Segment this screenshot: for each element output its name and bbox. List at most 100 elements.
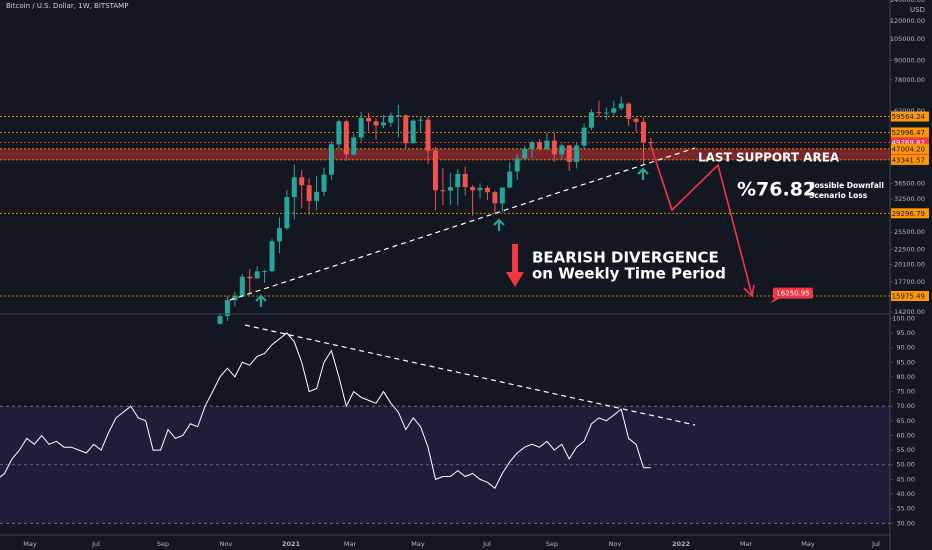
support-label: LAST SUPPORT AREA xyxy=(698,151,840,165)
candle-body xyxy=(477,187,483,191)
candle-body xyxy=(529,142,535,149)
candle-body xyxy=(328,144,334,175)
x-tick-label: Sep xyxy=(157,540,169,548)
rsi-tick-label: 30.00 xyxy=(896,519,915,527)
y-tick-label: 32500.00 xyxy=(894,195,925,203)
price-level-label: 43341.57 xyxy=(892,156,925,164)
rsi-tick-label: 80.00 xyxy=(896,373,915,381)
loss-text: Possible Downfall xyxy=(809,181,884,190)
price-levels xyxy=(0,116,890,297)
candle-body xyxy=(418,119,424,121)
candle-body xyxy=(626,103,632,119)
candle-body xyxy=(648,142,654,144)
y-tick-label: 120000.00 xyxy=(890,17,925,25)
candle-body xyxy=(447,187,453,191)
candle-body xyxy=(284,197,290,229)
rsi-tick-label: 100.00 xyxy=(892,314,915,322)
candle-body xyxy=(611,108,617,113)
candle-body xyxy=(484,187,490,193)
candle-body xyxy=(522,148,528,159)
candle-body xyxy=(432,150,438,191)
candle-body xyxy=(499,187,505,204)
candles xyxy=(217,96,654,325)
candle-body xyxy=(336,121,342,145)
price-level-label: 29296.79 xyxy=(892,210,925,218)
loss-text: Scenario Loss xyxy=(809,191,868,200)
candle-body xyxy=(455,173,461,188)
candle-body xyxy=(343,121,349,155)
candle-body xyxy=(596,112,602,114)
price-level-tag xyxy=(891,111,929,122)
rsi-tick-label: 75.00 xyxy=(896,388,915,396)
candle-body xyxy=(566,145,572,162)
loss-pct: %76.82 xyxy=(737,179,816,201)
price-level-label: 47004.20 xyxy=(892,145,925,153)
y-tick-label: 140000.00 xyxy=(890,0,925,4)
rsi-tick-label: 50.00 xyxy=(896,461,915,469)
candle-body xyxy=(276,228,282,242)
price-level-tag xyxy=(891,290,929,301)
candle-body xyxy=(254,271,260,279)
rsi-line-group xyxy=(0,332,651,489)
candle-body xyxy=(358,117,364,138)
x-tick-label: May xyxy=(411,540,425,548)
price-level-tag xyxy=(891,154,929,165)
candle-body xyxy=(351,137,357,155)
candle-body xyxy=(299,177,305,186)
rsi-tick-label: 60.00 xyxy=(896,431,915,439)
axes: 59564.2452996.4749269.8234:12h47004.2043… xyxy=(23,0,929,548)
candle-body xyxy=(507,171,513,188)
candle-body xyxy=(633,118,639,122)
rsi-tick-label: 70.00 xyxy=(896,402,915,410)
trend-line xyxy=(229,147,696,301)
price-level-label: 52996.47 xyxy=(892,129,925,137)
candle-body xyxy=(641,121,647,143)
candle-body xyxy=(581,127,587,146)
x-tick-label: Jul xyxy=(482,540,491,548)
candle-body xyxy=(603,112,609,114)
candle-body xyxy=(232,296,238,301)
projection-path xyxy=(649,142,753,296)
x-tick-label: May xyxy=(801,540,815,548)
x-tick-label: Nov xyxy=(220,540,233,548)
price-level-tag xyxy=(891,208,929,219)
candle-body xyxy=(247,276,253,279)
y-tick-label: 17700.00 xyxy=(894,278,925,286)
price-level-tag xyxy=(891,143,929,154)
y-tick-label: 25500.00 xyxy=(894,228,925,236)
candle-body xyxy=(380,122,386,126)
y-tick-label: 20100.00 xyxy=(894,261,925,269)
candle-body xyxy=(470,187,476,191)
candle-body xyxy=(559,145,565,155)
rsi-tick-label: 90.00 xyxy=(896,344,915,352)
candle-body xyxy=(551,140,557,155)
price-level-label: 49269.82 xyxy=(892,139,925,147)
x-tick-label: May xyxy=(23,540,37,548)
y-tick-label: 78000.00 xyxy=(894,76,925,84)
x-tick-label: Jul xyxy=(91,540,100,548)
x-tick-label: Nov xyxy=(609,540,622,548)
rsi-tick-label: 65.00 xyxy=(896,417,915,425)
candle-body xyxy=(589,112,594,128)
candle-body xyxy=(410,120,416,144)
candle-body xyxy=(373,121,379,126)
rsi-tick-label: 40.00 xyxy=(896,490,915,498)
chart-title: Bitcoin / U.S. Dollar, 1W, BITSTAMP xyxy=(6,2,128,10)
x-tick-label: Mar xyxy=(740,540,753,548)
rsi-tick-label: 85.00 xyxy=(896,358,915,366)
y-tick-label: 14200.00 xyxy=(894,308,925,316)
x-tick-label: Jul xyxy=(871,540,880,548)
x-tick-label: 2022 xyxy=(672,540,690,548)
candle-body xyxy=(306,185,312,201)
rsi-tick-label: 35.00 xyxy=(896,505,915,513)
candle-body xyxy=(395,115,401,117)
candle-body xyxy=(314,191,320,201)
divergence-text: BEARISH DIVERGENCE xyxy=(532,249,719,267)
y-tick-label: 62000.00 xyxy=(894,107,925,115)
candle-body xyxy=(321,174,327,192)
price-level-label: 15975.49 xyxy=(892,292,925,300)
candle-body xyxy=(544,140,550,149)
projection-arrowhead xyxy=(743,284,755,298)
candle-body xyxy=(388,115,394,123)
